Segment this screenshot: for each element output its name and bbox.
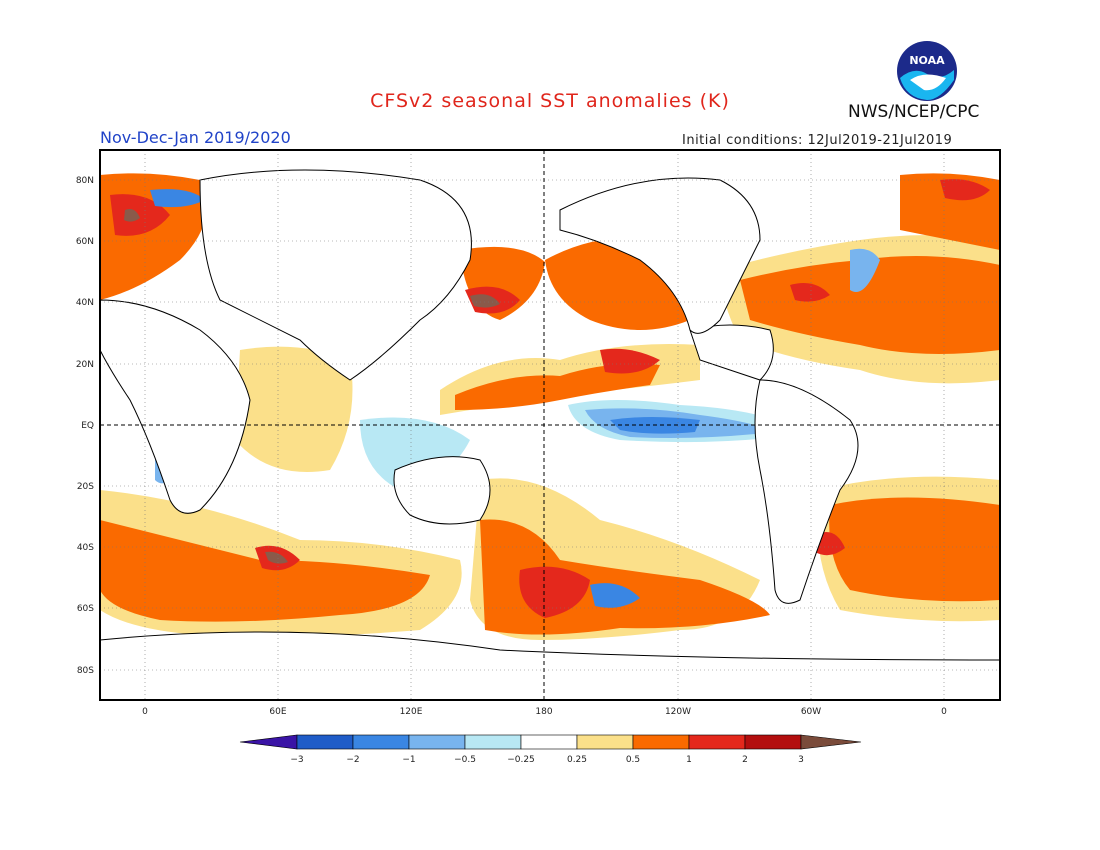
latitude-labels: 80N 60N 40N 20N EQ 20S 40S 60S 80S <box>76 176 94 676</box>
colorbar-tick-label: −2 <box>346 755 359 765</box>
colorbar-segment <box>520 734 578 750</box>
colorbar-tick-label: −1 <box>402 755 415 765</box>
lon-label: 60E <box>269 707 286 717</box>
colorbar-tick-label: 0.5 <box>626 755 640 765</box>
lon-label: 120W <box>665 707 691 717</box>
colorbar-segment <box>296 734 354 750</box>
lon-label: 0 <box>941 707 947 717</box>
lon-label: 0 <box>142 707 148 717</box>
colorbar-arrow-high <box>800 734 862 750</box>
colorbar-tick-label: 2 <box>742 755 748 765</box>
forecast-period: Nov-Dec-Jan 2019/2020 <box>100 128 291 147</box>
colorbar-segment <box>408 734 466 750</box>
colorbar: −3 −2 −1 −0.5 −0.25 0.25 0.5 1 2 3 <box>239 734 862 765</box>
lon-label: 60W <box>801 707 821 717</box>
colorbar-segment <box>464 734 522 750</box>
longitude-labels: 0 60E 120E 180 120W 60W 0 <box>142 707 947 717</box>
colorbar-tick-label: −0.5 <box>454 755 476 765</box>
colorbar-segment <box>744 734 802 750</box>
colorbar-tick-label: 0.25 <box>567 755 587 765</box>
noaa-logo-text: NOAA <box>909 54 945 67</box>
lat-label: 20N <box>76 360 94 370</box>
anomaly-fields <box>100 173 1000 640</box>
colorbar-tick-label: 1 <box>686 755 692 765</box>
lon-label: 120E <box>400 707 423 717</box>
colorbar-tick-label: −0.25 <box>507 755 535 765</box>
colorbar-arrow-low <box>239 734 298 750</box>
colorbar-tick-label: −3 <box>290 755 303 765</box>
initial-conditions: Initial conditions: 12Jul2019-21Jul2019 <box>682 133 953 148</box>
colorbar-segment <box>688 734 746 750</box>
lat-label: 80N <box>76 176 94 186</box>
colorbar-segment <box>352 734 410 750</box>
lon-label: 180 <box>535 707 552 717</box>
lat-label: 60N <box>76 237 94 247</box>
map-frame <box>99 149 1001 701</box>
colorbar-tick-label: 3 <box>798 755 804 765</box>
noaa-logo-icon: NOAA <box>897 41 957 101</box>
chart-title: CFSv2 seasonal SST anomalies (K) <box>370 90 730 112</box>
colorbar-segment <box>576 734 634 750</box>
lat-label: 60S <box>77 604 94 614</box>
lat-label: 80S <box>77 666 94 676</box>
continent-outlines <box>100 169 1000 700</box>
lat-label: EQ <box>81 421 94 431</box>
lat-label: 20S <box>77 482 94 492</box>
colorbar-segment <box>632 734 690 750</box>
lat-label: 40S <box>77 543 94 553</box>
lat-label: 40N <box>76 298 94 308</box>
agency-label: NWS/NCEP/CPC <box>848 102 980 122</box>
